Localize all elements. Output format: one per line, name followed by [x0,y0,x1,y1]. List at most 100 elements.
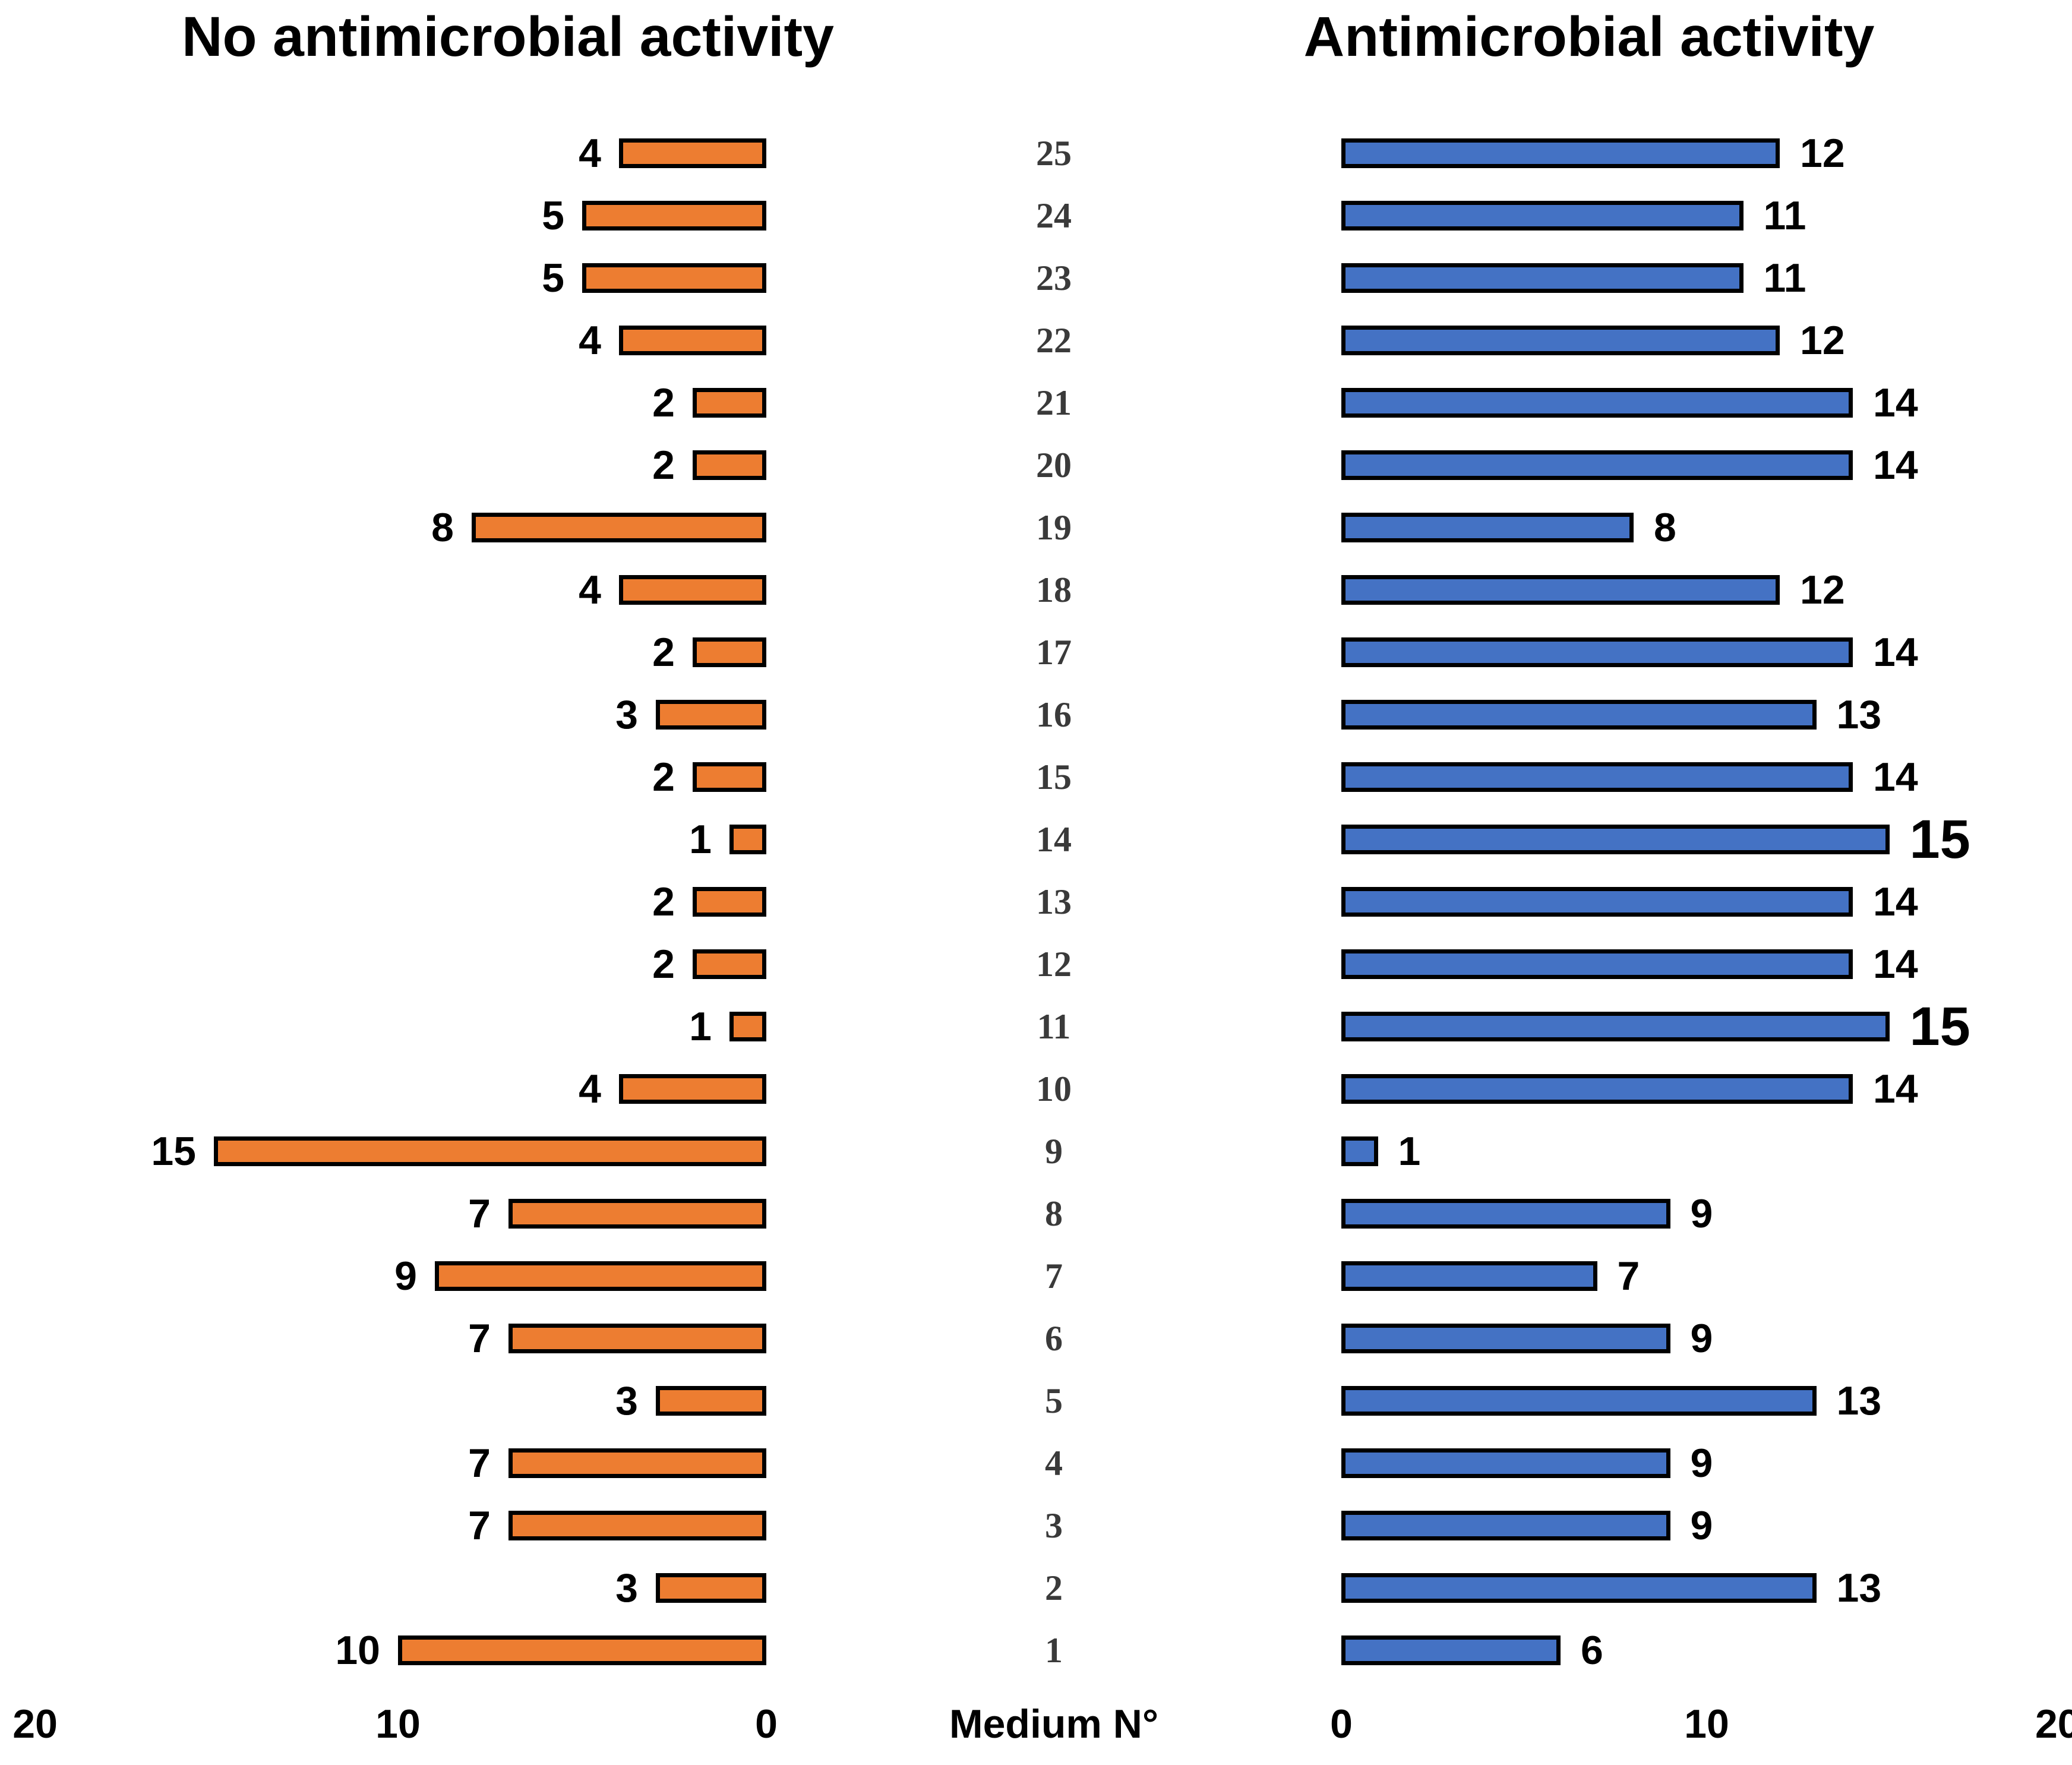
left-bar [508,1510,766,1540]
left-bar [729,824,766,854]
right-bar [1341,824,1890,854]
right-bar-value-label: 12 [1800,130,1845,176]
left-bar [656,1385,766,1416]
left-bar-value-label: 3 [615,692,638,737]
right-bar-value-label: 14 [1873,941,1918,987]
left-axis-tick-20: 20 [12,1701,58,1747]
medium-number-label: 25 [1036,133,1072,173]
left-bar-value-label: 7 [468,1315,491,1361]
medium-number-label: 17 [1036,632,1072,672]
left-bar [472,512,766,542]
left-bar [619,325,766,355]
chart-row-medium-23: 5 23 11 [0,247,2072,309]
left-bar [693,637,766,667]
left-bar-value-label: 1 [689,816,712,862]
right-bar-value-label: 8 [1654,504,1676,550]
medium-number-label: 7 [1045,1256,1063,1296]
right-bar [1341,512,1634,542]
medium-number-label: 2 [1045,1568,1063,1608]
medium-number-label: 1 [1045,1630,1063,1670]
medium-number-label: 11 [1037,1006,1071,1046]
right-bar-value-label: 14 [1873,629,1918,675]
right-bar [1341,1448,1670,1478]
medium-number-label: 23 [1036,258,1072,298]
left-bar-value-label: 7 [468,1502,491,1548]
left-bar-value-label: 10 [335,1627,380,1673]
right-bar [1341,637,1853,667]
medium-number-label: 20 [1036,445,1072,485]
left-bar [214,1136,766,1166]
left-bar-value-label: 9 [394,1253,417,1299]
right-bar-value-label: 1 [1398,1128,1421,1174]
right-bar [1341,574,1780,605]
chart-row-medium-18: 4 18 12 [0,558,2072,621]
left-bar-value-label: 7 [468,1440,491,1486]
left-bar-value-label: 4 [579,1066,601,1112]
chart-row-medium-9: 15 9 1 [0,1120,2072,1182]
chart-row-medium-2: 3 2 13 [0,1556,2072,1619]
right-axis-tick-20: 20 [2035,1701,2072,1747]
left-bar-value-label: 2 [652,879,675,924]
left-bar [693,450,766,480]
right-bar [1341,762,1853,792]
right-panel-title: Antimicrobial activity [1303,5,1875,68]
left-bar-value-label: 4 [579,317,601,363]
right-bar-value-label: 13 [1836,692,1882,737]
right-bar-value-label: 9 [1690,1502,1713,1548]
right-bar-value-label: 6 [1581,1627,1603,1673]
right-bar [1341,699,1817,730]
right-bar-value-label: 14 [1873,879,1918,924]
right-bar-value-label: 14 [1873,442,1918,488]
chart-row-medium-7: 9 7 7 [0,1245,2072,1307]
right-bar [1341,450,1853,480]
chart-row-medium-4: 7 4 9 [0,1432,2072,1494]
medium-number-label: 3 [1045,1505,1063,1545]
right-bar [1341,200,1743,231]
chart-row-medium-5: 3 5 13 [0,1369,2072,1432]
right-bar [1341,1573,1817,1603]
right-bar [1341,1136,1378,1166]
right-axis-tick-10: 10 [1684,1701,1729,1747]
left-bar-value-label: 7 [468,1191,491,1236]
left-bar [508,1448,766,1478]
chart-row-medium-8: 7 8 9 [0,1182,2072,1245]
left-bar [619,138,766,168]
medium-number-label: 14 [1036,819,1072,859]
left-axis-tick-10: 10 [375,1701,421,1747]
chart-row-medium-20: 2 20 14 [0,434,2072,496]
left-bar [508,1323,766,1353]
chart-row-medium-25: 4 25 12 [0,122,2072,184]
medium-number-label: 6 [1045,1318,1063,1358]
left-bar-value-label: 1 [689,1003,712,1049]
chart-row-medium-13: 2 13 14 [0,870,2072,933]
right-bar [1341,1011,1890,1041]
left-bar-value-label: 5 [542,192,564,238]
medium-number-label: 12 [1036,944,1072,984]
right-axis-tick-0: 0 [1330,1701,1353,1747]
bottom-axis: 20 10 0 Medium N° 0 10 20 [0,1682,2072,1765]
right-bar-value-label: 11 [1763,255,1806,301]
right-bar-value-label: 9 [1690,1440,1713,1486]
right-bar [1341,949,1853,979]
right-bar-value-label: 13 [1836,1565,1882,1611]
right-bar [1341,886,1853,917]
right-bar [1341,325,1780,355]
chart-row-medium-17: 2 17 14 [0,621,2072,683]
right-bar [1341,1323,1670,1353]
center-axis-title: Medium N° [949,1701,1159,1747]
medium-number-label: 16 [1036,694,1072,734]
left-bar-value-label: 2 [652,380,675,425]
chart-row-medium-16: 3 16 13 [0,683,2072,746]
chart-row-medium-11: 1 11 15 [0,995,2072,1057]
medium-number-label: 8 [1045,1193,1063,1233]
right-bar [1341,387,1853,418]
chart-row-medium-12: 2 12 14 [0,933,2072,995]
left-bar-value-label: 15 [151,1128,196,1174]
left-bar [582,200,766,231]
medium-number-label: 15 [1036,757,1072,797]
medium-number-label: 13 [1036,882,1072,921]
left-bar-value-label: 2 [652,754,675,800]
left-bar [398,1635,766,1665]
right-bar-value-label: 12 [1800,567,1845,612]
